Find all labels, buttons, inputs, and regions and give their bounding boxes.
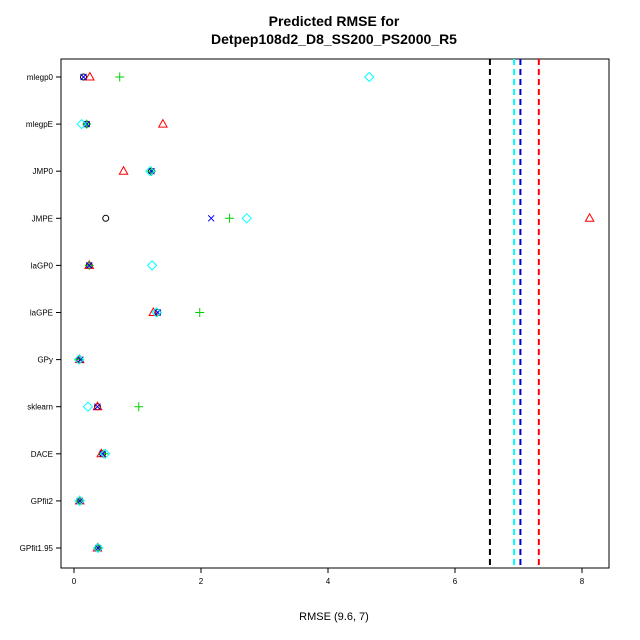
chart-title-line1: Predicted RMSE for [269,13,400,29]
y-tick-label: GPfit2 [31,497,54,506]
y-axis: mlegp0 mlegpE JMP0 JMPE laGP0 laGPE GPy sklearn… [20,73,61,553]
x-marker-lagpe [154,309,162,316]
diamond-marker-mlegp0 [364,71,375,83]
x-axis-label: RMSE (9.6, 7) [299,611,369,623]
x-tick-label: 8 [580,577,585,586]
triangle-marker-gpfit1-95 [92,542,103,552]
triangle-marker-jmpe [584,212,595,222]
triangle-marker-lagpe [148,306,159,316]
y-tick-label: JMPE [32,214,53,223]
diamond-marker-mlegpe [76,118,87,130]
data-points [73,71,595,554]
y-tick-label: mlegpE [26,120,53,129]
x-tick-label: 6 [453,577,458,586]
x-marker-jmp0 [148,167,155,175]
y-tick-label: JMP0 [33,167,54,176]
plus-marker-lagpe [195,308,205,317]
y-tick-label: DACE [31,450,53,459]
circle-marker-jmpe [102,214,110,222]
x-marker-gpy [76,356,84,363]
x-tick-label: 2 [199,577,204,586]
circle-marker-mlegp0 [80,73,88,81]
y-tick-label: GPfit1.95 [20,544,54,553]
diamond-marker-lagp0 [146,260,158,271]
reference-lines [488,59,540,568]
diamond-marker-gpfit2 [74,495,85,507]
x-tick-label: 4 [326,577,331,586]
triangle-marker-mlegpe [157,118,168,128]
y-tick-label: laGPE [30,309,53,318]
diamond-marker-gpfit1-95 [92,542,104,554]
diamond-marker-sklearn [82,401,94,412]
x-axis: 0 2 4 6 8 [72,568,585,586]
x-tick-label: 0 [72,577,77,586]
chart-title-line2: Detpep108d2_D8_SS200_PS2000_R5 [211,31,457,47]
plus-marker-mlegp0 [115,72,125,82]
x-marker-lagp0 [85,262,93,269]
x-marker-mlegp0 [80,73,87,81]
triangle-marker-mlegp0 [84,71,95,81]
plus-marker-sklearn [134,402,144,412]
plus-marker-jmpe [225,213,235,223]
diamond-marker-jmpe [241,213,252,224]
diamond-marker-dace [99,448,111,460]
y-tick-label: mlegp0 [27,73,54,82]
y-tick-label: laGP0 [31,261,54,270]
x-marker-sklearn [94,403,101,411]
diamond-marker-gpy [73,354,85,365]
x-marker-jmpe [207,214,215,222]
y-tick-label: GPy [37,356,53,365]
triangle-marker-sklearn [92,401,103,411]
plot-frame [60,58,610,569]
triangle-marker-jmp0 [118,165,129,175]
diamond-marker-lagpe [151,307,162,318]
x-marker-dace [99,450,106,458]
diamond-marker-jmp0 [144,165,156,177]
y-tick-label: sklearn [27,403,53,412]
